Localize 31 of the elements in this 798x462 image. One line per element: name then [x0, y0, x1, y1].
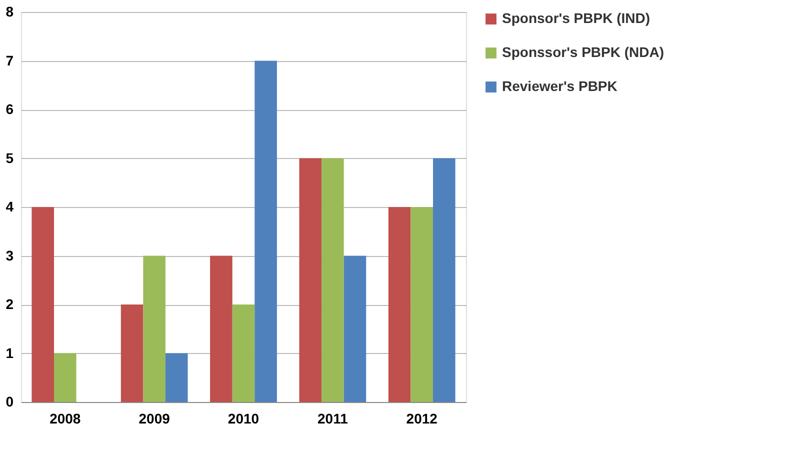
x-tick-label: 2012 [406, 410, 438, 426]
x-tick-label: 2008 [50, 410, 81, 426]
bar [120, 304, 144, 402]
bar [410, 207, 434, 402]
bar [322, 158, 344, 402]
bar [165, 353, 188, 402]
y-tick-label: 0 [6, 394, 14, 410]
bar [232, 304, 255, 402]
x-tick-label: 2011 [317, 410, 348, 426]
legend-label: Reviewer's PBPK [502, 78, 618, 94]
bar [299, 158, 322, 402]
bar [54, 353, 76, 402]
bar [210, 256, 232, 402]
legend-label: Sponssor's PBPK (NDA) [502, 44, 664, 60]
bar [344, 256, 366, 402]
y-tick-label: 2 [6, 296, 14, 312]
y-tick-label: 8 [6, 4, 14, 20]
y-tick-label: 5 [6, 150, 14, 166]
bar [254, 60, 277, 402]
y-tick-label: 3 [6, 247, 14, 264]
bar [32, 207, 54, 402]
legend-label: Sponsor's PBPK (IND) [502, 10, 650, 26]
y-tick-label: 7 [6, 52, 14, 68]
x-tick-label: 2010 [228, 410, 260, 426]
bar [388, 207, 411, 402]
bar [433, 158, 456, 402]
y-tick-label: 4 [6, 198, 14, 214]
y-tick-label: 6 [6, 101, 14, 117]
bar [143, 256, 166, 402]
x-tick-label: 2009 [138, 410, 170, 426]
y-tick-label: 1 [6, 344, 14, 361]
